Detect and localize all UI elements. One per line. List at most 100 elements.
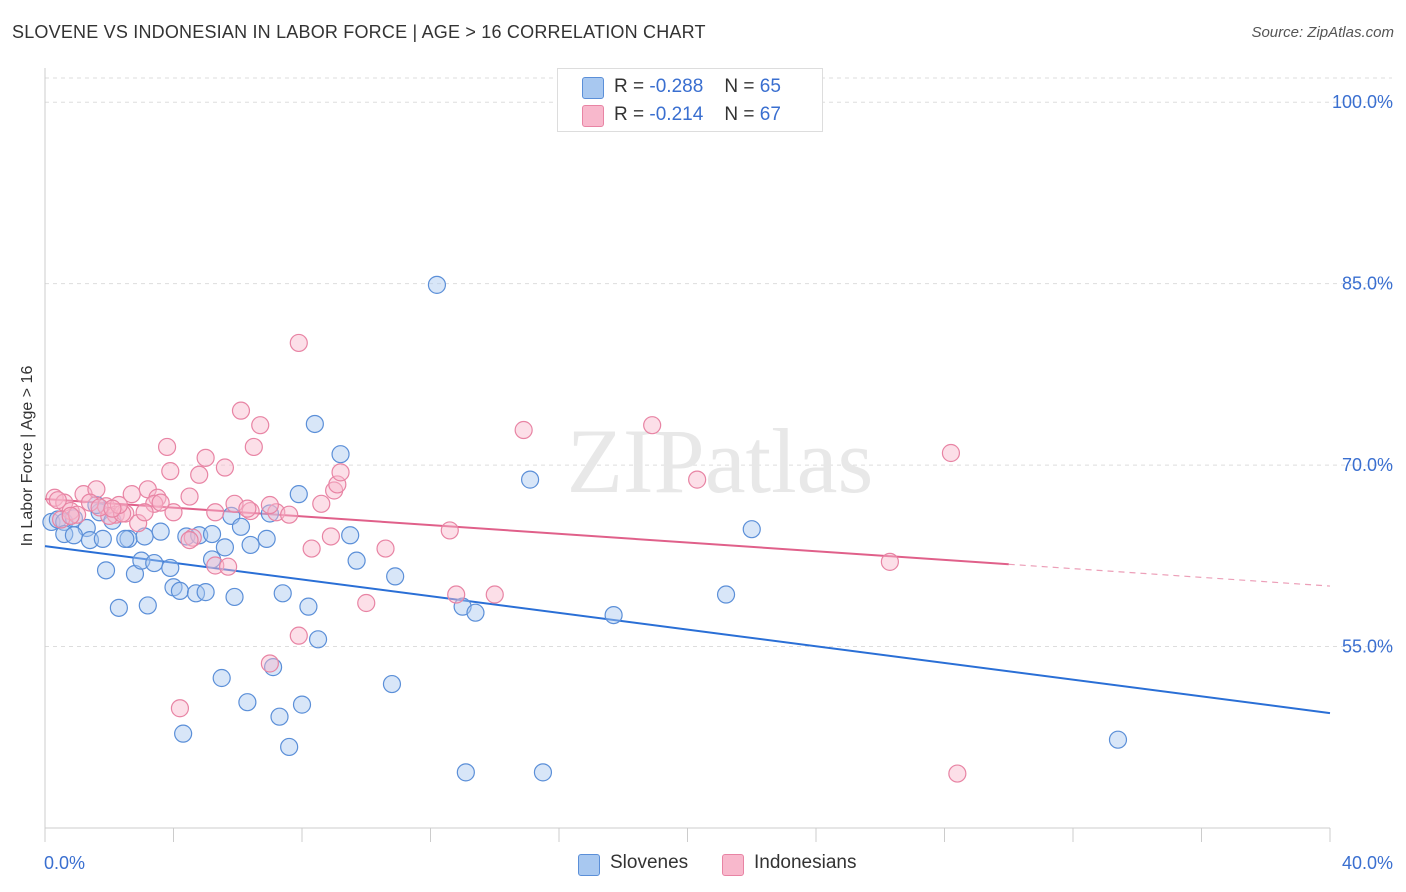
data-point-slovenes — [716, 585, 736, 604]
data-point-slovenes — [151, 522, 170, 541]
data-point-slovenes — [80, 530, 100, 550]
data-point-slovenes — [64, 526, 84, 545]
data-point-indonesians — [447, 585, 466, 604]
y-tick-label: 100.0% — [1332, 92, 1393, 112]
data-point-indonesians — [206, 556, 225, 575]
data-point-indonesians — [321, 527, 341, 546]
data-point-slovenes — [520, 470, 540, 489]
data-point-indonesians — [440, 521, 459, 540]
data-point-slovenes — [215, 538, 234, 557]
x-tick-label: 40.0% — [1342, 853, 1393, 873]
legend-swatch-slovenes — [578, 854, 600, 876]
data-point-slovenes — [212, 668, 231, 688]
data-point-indonesians — [180, 530, 199, 550]
data-point-indonesians — [643, 416, 662, 435]
data-point-slovenes — [382, 674, 402, 694]
data-point-slovenes — [202, 524, 222, 544]
legend-swatch-slovenes — [582, 77, 604, 99]
data-point-indonesians — [170, 699, 190, 718]
data-point-indonesians — [215, 458, 234, 477]
data-point-indonesians — [376, 539, 395, 558]
data-point-indonesians — [190, 465, 209, 484]
data-point-slovenes — [138, 596, 157, 615]
axes — [44, 68, 1331, 842]
data-point-indonesians — [251, 416, 270, 435]
data-point-indonesians — [260, 654, 279, 673]
data-point-indonesians — [180, 487, 199, 506]
data-point-indonesians — [161, 462, 180, 481]
trend-line-dashed-indonesians — [1008, 563, 1331, 587]
data-point-indonesians — [80, 493, 100, 512]
data-point-slovenes — [305, 414, 324, 434]
data-point-indonesians — [196, 448, 215, 467]
data-point-slovenes — [341, 526, 360, 545]
data-point-slovenes — [238, 693, 257, 712]
data-point-slovenes — [196, 583, 215, 602]
data-point-slovenes — [96, 561, 116, 580]
data-point-slovenes — [225, 587, 244, 607]
legend-swatch-indonesians — [722, 854, 744, 876]
y-tick-label: 70.0% — [1342, 455, 1393, 475]
data-point-slovenes — [280, 737, 299, 757]
legend-swatch-indonesians — [582, 105, 604, 127]
data-point-slovenes — [257, 529, 276, 548]
data-point-slovenes — [308, 630, 328, 649]
data-point-slovenes — [273, 584, 292, 603]
data-point-slovenes — [742, 520, 761, 539]
trend-line-indonesians — [44, 497, 1009, 566]
data-point-slovenes — [161, 558, 180, 578]
chart-title: SLOVENE VS INDONESIAN IN LABOR FORCE | A… — [12, 22, 706, 42]
data-point-slovenes — [386, 567, 405, 586]
data-point-slovenes — [299, 597, 318, 616]
data-point-slovenes — [1108, 730, 1128, 749]
trend-lines — [44, 497, 1331, 715]
data-point-slovenes — [116, 529, 135, 548]
legend-stats-indonesians: R = -0.214 N = 67 — [614, 104, 781, 125]
data-point-slovenes — [466, 603, 485, 622]
data-point-indonesians — [244, 437, 263, 457]
x-tick-label: 0.0% — [44, 853, 85, 873]
stats-legend: R = -0.288 N = 65 R = -0.214 N = 67 — [557, 68, 823, 132]
data-point-slovenes — [456, 763, 475, 782]
data-point-slovenes — [174, 724, 193, 743]
data-point-slovenes — [170, 581, 190, 601]
data-point-indonesians — [151, 493, 170, 512]
legend-label-indonesians: Indonesians — [754, 852, 857, 873]
data-point-slovenes — [93, 529, 112, 548]
data-point-slovenes — [186, 584, 206, 603]
data-point-indonesians — [68, 505, 87, 524]
data-point-slovenes — [231, 517, 251, 536]
data-points — [42, 275, 1128, 783]
data-point-indonesians — [948, 764, 967, 783]
y-tick-label: 85.0% — [1342, 274, 1393, 294]
data-point-slovenes — [347, 551, 366, 570]
data-point-indonesians — [183, 528, 202, 547]
data-point-indonesians — [289, 626, 308, 645]
data-point-indonesians — [135, 503, 154, 522]
data-point-slovenes — [241, 535, 260, 555]
data-point-slovenes — [145, 553, 164, 573]
tick-labels: 55.0% 70.0% 85.0% 100.0% 0.0% 40.0% — [44, 92, 1393, 873]
data-point-indonesians — [231, 401, 251, 420]
data-point-indonesians — [260, 495, 279, 515]
data-point-slovenes — [427, 275, 447, 294]
data-point-indonesians — [206, 503, 225, 522]
y-tick-label: 55.0% — [1342, 637, 1393, 657]
trend-line-slovenes — [44, 545, 1331, 715]
legend-stats-slovenes: R = -0.288 N = 65 — [614, 76, 781, 97]
data-point-indonesians — [688, 470, 707, 489]
data-point-indonesians — [941, 443, 961, 463]
data-point-indonesians — [331, 463, 350, 482]
data-point-indonesians — [238, 499, 257, 518]
data-point-slovenes — [270, 707, 289, 726]
data-point-indonesians — [280, 505, 299, 524]
data-point-slovenes — [331, 445, 350, 464]
data-point-slovenes — [289, 485, 308, 504]
data-point-indonesians — [164, 503, 183, 522]
data-point-slovenes — [604, 605, 623, 625]
data-point-slovenes — [292, 695, 312, 714]
data-point-slovenes — [533, 763, 553, 782]
source-label: Source: ZipAtlas.com — [1251, 24, 1394, 41]
grid-lines — [45, 77, 1392, 648]
